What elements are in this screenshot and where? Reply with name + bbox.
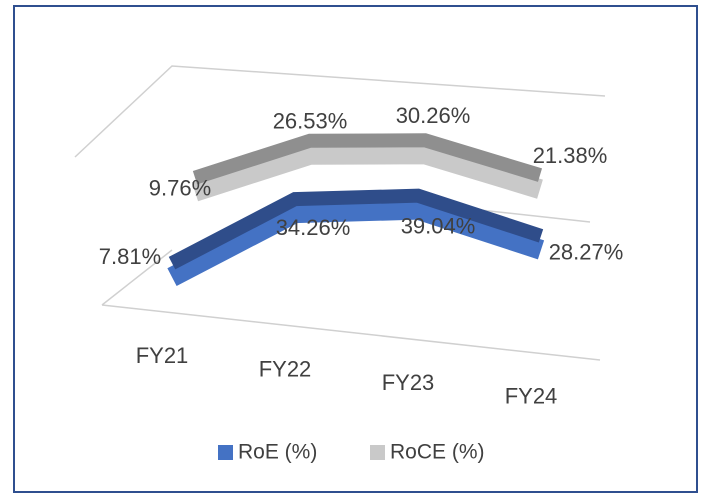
back-wall-edge [74,65,606,158]
line-depth [167,199,545,287]
line-depth [191,144,543,202]
legend-label: RoCE (%) [390,441,485,464]
chart-frame [13,5,698,493]
line [168,188,544,270]
x-tick-label: FY23 [382,370,435,395]
floor [74,65,606,361]
value-label: 21.38% [533,143,608,168]
value-label: 30.26% [396,103,471,128]
value-label: 26.53% [273,109,348,134]
legend-swatch [370,445,385,460]
value-label: 28.27% [549,240,624,265]
x-tick-label: FY22 [259,356,312,381]
legend-swatch [218,445,233,460]
value-label: 9.76% [149,175,211,200]
line [192,133,543,185]
value-label: 34.26% [276,215,351,240]
legend-label: RoE (%) [238,441,317,464]
x-tick-label: FY21 [136,343,189,368]
floor-front-edge [101,304,601,361]
floor-side-edge [101,249,173,306]
value-label: 39.04% [401,214,476,239]
value-label: 7.81% [99,244,161,269]
x-tick-label: FY24 [505,383,558,408]
floor-back-edge [479,209,591,223]
